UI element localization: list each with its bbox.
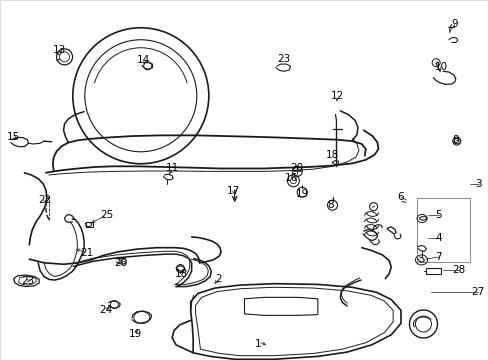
- Text: 9: 9: [450, 19, 457, 30]
- Text: 6: 6: [397, 192, 404, 202]
- Text: 7: 7: [434, 252, 441, 262]
- Bar: [86, 222, 93, 227]
- Text: 5: 5: [434, 210, 441, 220]
- Text: 10: 10: [434, 62, 447, 72]
- Text: 13: 13: [53, 45, 66, 55]
- Text: 3: 3: [474, 179, 481, 189]
- Text: 18: 18: [325, 150, 339, 160]
- Text: 16: 16: [284, 173, 298, 183]
- Text: 12: 12: [330, 91, 344, 102]
- Bar: [416, 198, 469, 262]
- Text: 25: 25: [100, 210, 113, 220]
- Text: 4: 4: [434, 233, 441, 243]
- Text: 24: 24: [99, 305, 112, 315]
- Text: 11: 11: [165, 163, 179, 174]
- Text: 8: 8: [326, 200, 333, 210]
- Bar: [426, 268, 440, 274]
- Text: 18: 18: [175, 269, 188, 279]
- Text: 26: 26: [114, 258, 128, 268]
- Text: 27: 27: [470, 287, 484, 297]
- Text: 2: 2: [215, 274, 222, 284]
- Text: 14: 14: [137, 55, 150, 65]
- Text: 19: 19: [295, 189, 308, 199]
- Text: 28: 28: [451, 265, 465, 275]
- Text: 21: 21: [80, 248, 94, 258]
- Text: 20: 20: [290, 163, 303, 174]
- Text: 1: 1: [254, 339, 261, 349]
- Text: 23: 23: [20, 276, 34, 286]
- Text: 22: 22: [38, 195, 52, 205]
- Text: 8: 8: [451, 135, 458, 145]
- Text: 19: 19: [128, 329, 142, 339]
- Text: 15: 15: [7, 132, 20, 142]
- Text: 17: 17: [226, 186, 240, 196]
- Text: 23: 23: [276, 54, 290, 64]
